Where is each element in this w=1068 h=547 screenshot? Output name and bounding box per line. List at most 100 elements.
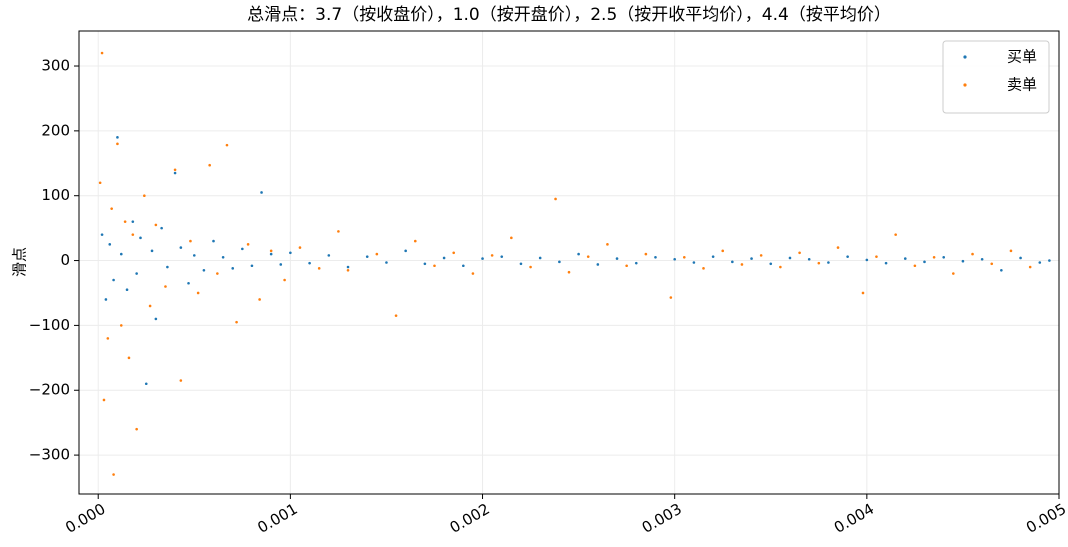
scatter-point (225, 143, 229, 147)
scatter-point (112, 473, 115, 476)
scatter-point (577, 252, 580, 256)
scatter-point (711, 255, 715, 258)
scatter-point (554, 197, 557, 201)
x-tick-label: 0.000 (62, 500, 108, 537)
scatter-point (116, 142, 119, 146)
scatter-point (740, 263, 744, 266)
scatter-point (143, 194, 146, 198)
scatter-point (1000, 268, 1003, 272)
scatter-point (346, 268, 350, 272)
scatter-point (365, 255, 369, 258)
scatter-point (759, 254, 763, 257)
scatter-point (179, 246, 183, 249)
scatter-point (173, 168, 177, 172)
scatter-point (246, 243, 250, 246)
scatter-point (932, 256, 936, 259)
scatter-point (123, 220, 127, 223)
scatter-point (327, 254, 331, 257)
scatter-point (269, 252, 273, 256)
scatter-point (1038, 261, 1042, 264)
scatter-point (884, 261, 888, 265)
scatter-point (283, 278, 286, 282)
scatter-point (846, 255, 849, 258)
scatter-point (337, 230, 340, 233)
scatter-point (634, 261, 638, 265)
scatter-point (669, 296, 673, 299)
y-tick-label: 200 (41, 121, 70, 139)
scatter-point (394, 314, 398, 317)
scatter-point (235, 320, 238, 324)
scatter-point (462, 264, 465, 268)
scatter-point (971, 252, 974, 256)
scatter-point (721, 249, 725, 253)
scatter-point (127, 356, 131, 360)
plot-frame (78, 30, 1060, 495)
scatter-point (903, 257, 907, 260)
y-axis-label: 滑点 (11, 247, 29, 277)
scatter-point (100, 51, 104, 55)
scatter-point (827, 261, 830, 264)
y-tick-label: 300 (41, 57, 70, 75)
scatter-point (731, 260, 734, 264)
scatter-point (644, 252, 648, 256)
chart-title: 总滑点：3.7（按收盘价），1.0（按开盘价），2.5（按开收平均价），4.4（… (247, 5, 891, 25)
legend-marker (963, 55, 967, 59)
scatter-point (112, 278, 115, 282)
scatter-point (894, 233, 897, 236)
scatter-point (702, 267, 705, 270)
scatter-point (102, 398, 106, 402)
scatter-point (221, 256, 225, 259)
scatter-point (298, 246, 302, 249)
scatter-point (139, 236, 142, 240)
scatter-point (260, 191, 263, 194)
scatter-point (119, 324, 123, 327)
scatter-point (1019, 256, 1022, 260)
scatter-point (187, 281, 190, 285)
legend-label: 卖单 (1007, 76, 1037, 94)
scatter-point (596, 263, 600, 266)
x-tick-label: 0.002 (447, 500, 493, 537)
scatter-point (923, 260, 926, 264)
scatter-point (817, 261, 821, 265)
scatter-point (433, 264, 436, 268)
scatter-point (385, 261, 388, 264)
scatter-point (258, 298, 261, 301)
x-tick-label: 0.004 (831, 500, 877, 537)
scatter-point (942, 256, 946, 259)
scatter-point (164, 285, 167, 288)
scatter-point (807, 257, 811, 261)
scatter-point (798, 251, 801, 255)
y-tick-label: −100 (29, 316, 70, 334)
y-tick-label: 0 (60, 251, 70, 269)
scatter-point (135, 427, 138, 431)
x-tick-label: 0.001 (254, 500, 300, 537)
scatter-point (125, 288, 129, 292)
scatter-point (875, 255, 878, 258)
scatter-point (836, 246, 840, 249)
scatter-point (160, 226, 163, 230)
scatter-point (471, 272, 475, 275)
scatter-point (317, 267, 321, 270)
scatter-point (131, 233, 135, 236)
scatter-point (980, 257, 984, 261)
y-tick-label: −200 (29, 381, 70, 399)
scatter-point (212, 239, 215, 243)
scatter-point (529, 265, 532, 269)
scatter-point (519, 262, 523, 266)
y-tick-label: 100 (41, 186, 70, 204)
scatter-point (189, 239, 192, 243)
scatter-point (202, 268, 206, 272)
scatter-point (586, 255, 590, 258)
scatter-point (538, 256, 542, 260)
scatter-point (119, 252, 123, 256)
scatter-point (241, 247, 244, 251)
scatter-point (1048, 259, 1051, 262)
x-tick-label: 0.005 (1023, 500, 1068, 537)
scatter-point (558, 260, 561, 264)
scatter-point (173, 171, 177, 175)
scatter-point (98, 181, 102, 185)
scatter-point (500, 255, 504, 258)
scatter-point (216, 272, 219, 275)
scatter-point (567, 270, 571, 274)
scatter-point (490, 254, 494, 257)
